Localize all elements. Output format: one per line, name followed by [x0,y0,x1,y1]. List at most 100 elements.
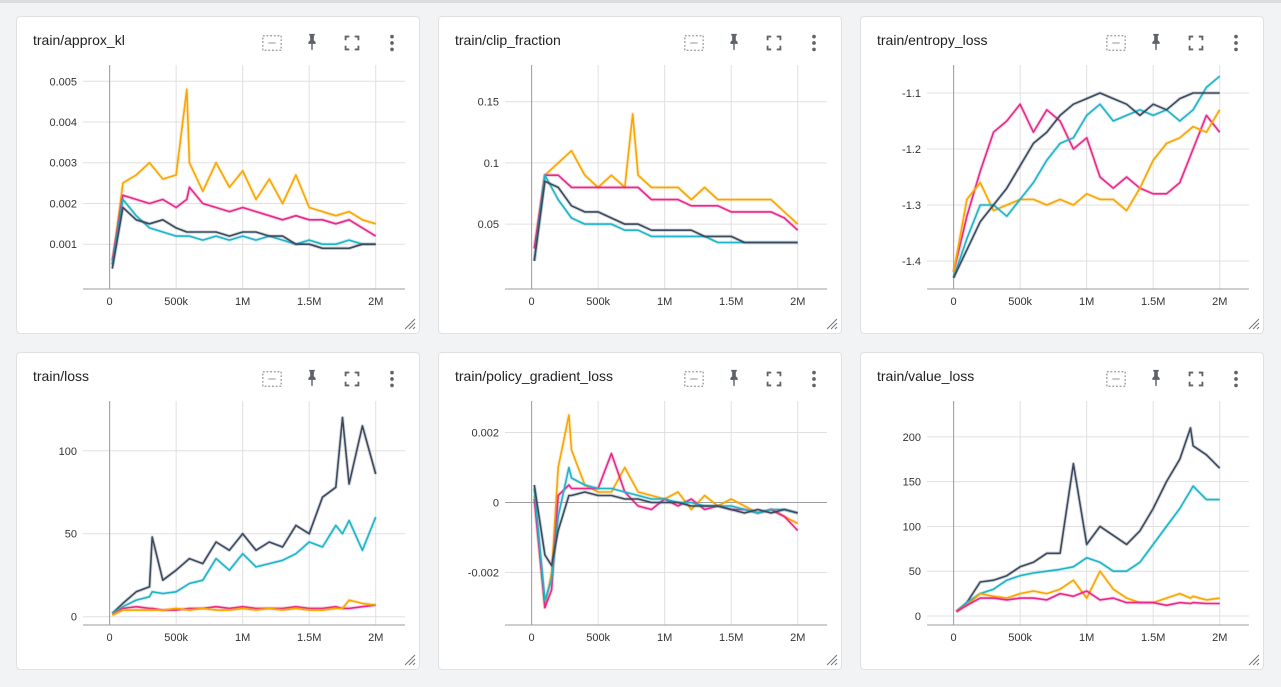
x-tick-label: 500k [1008,632,1032,644]
series-line-magenta[interactable] [111,186,377,261]
x-tick-label: 0 [529,632,535,644]
series-line-cyan[interactable] [111,516,377,615]
pin-button[interactable] [1141,367,1171,391]
fit-domain-button[interactable] [257,367,287,391]
series-raw-slate [955,426,1221,613]
series-line-slate[interactable] [111,206,376,269]
series-line-slate[interactable] [111,416,377,614]
series-line-slate[interactable] [533,484,798,567]
y-tick-label: -1.4 [902,256,921,268]
resize-handle-icon[interactable] [404,654,416,666]
chart-plot: 0 500k 1M 1.5M 2M 0.05 0.1 0.15 [478,65,838,330]
x-tick-label: 500k [586,296,610,308]
series-line-orange[interactable] [111,599,376,616]
x-tick-label: 1M [1079,296,1094,308]
more-vert-button[interactable] [377,31,407,55]
x-tick-label: 0 [951,632,957,644]
fit-domain-button[interactable] [679,31,709,55]
series-line-slate[interactable] [533,180,798,261]
series-line-orange[interactable] [111,88,376,265]
fit-domain-icon [262,34,282,52]
x-tick-label: 500k [1008,296,1032,308]
pin-icon [1152,369,1160,387]
chart-toolbar [257,367,407,391]
fullscreen-button[interactable] [337,367,367,391]
x-tick-label: 1.5M [719,296,743,308]
series-line-orange[interactable] [533,414,799,609]
series-raw-orange [532,112,799,249]
fullscreen-icon [1188,371,1204,387]
chart-card-entropy-loss: train/entropy_loss 0 500k 1M 1.5M 2M -1.4 -1.3 -… [860,16,1264,334]
y-tick-label: 0.002 [49,198,77,210]
series-line-magenta[interactable] [111,604,376,616]
fit-domain-button[interactable] [257,31,287,55]
resize-handle-icon[interactable] [1248,654,1260,666]
x-tick-label: 2M [1212,632,1227,644]
series-line-cyan[interactable] [955,485,1220,613]
pin-button[interactable] [1141,31,1171,55]
more-vert-button[interactable] [1221,367,1251,391]
fullscreen-button[interactable] [1181,367,1211,391]
y-tick-label: -1.1 [902,88,921,100]
more-vert-button[interactable] [1221,31,1251,55]
more-vert-icon [812,370,816,388]
x-tick-label: 1.5M [1141,296,1165,308]
series-line-slate[interactable] [952,92,1220,279]
fit-domain-icon [684,370,704,388]
series-line-magenta[interactable] [952,103,1221,273]
chart-toolbar [1101,31,1251,55]
series-line-orange[interactable] [955,570,1220,613]
more-vert-button[interactable] [377,367,407,391]
fullscreen-button[interactable] [759,367,789,391]
pin-button[interactable] [297,31,327,55]
series-line-orange[interactable] [533,113,799,249]
pin-icon [730,33,738,51]
x-tick-label: 500k [164,296,188,308]
pin-icon [1152,33,1160,51]
resize-handle-icon[interactable] [1248,318,1260,330]
series-raw-slate [532,179,798,262]
fullscreen-button[interactable] [759,31,789,55]
x-tick-label: 1.5M [1141,632,1165,644]
series-raw-orange [110,87,377,265]
pin-button[interactable] [297,367,327,391]
y-tick-label: -1.3 [902,200,921,212]
x-tick-label: 1.5M [719,632,743,644]
x-tick-label: 500k [586,632,610,644]
series-line-magenta[interactable] [533,452,799,609]
series-line-magenta[interactable] [533,174,799,249]
x-tick-label: 1M [657,296,672,308]
more-vert-button[interactable] [799,367,829,391]
y-tick-label: 0.1 [484,158,499,170]
chart-title: train/loss [33,368,90,384]
fullscreen-button[interactable] [1181,31,1211,55]
y-tick-label: 0 [493,498,499,510]
y-tick-label: 50 [65,529,77,541]
series-line-cyan[interactable] [533,466,798,602]
series-line-cyan[interactable] [952,75,1221,279]
pin-button[interactable] [719,31,749,55]
more-vert-button[interactable] [799,31,829,55]
series-raw-magenta [532,451,799,610]
resize-handle-icon[interactable] [826,654,838,666]
resize-handle-icon[interactable] [826,318,838,330]
fit-domain-button[interactable] [679,367,709,391]
fit-domain-icon [262,370,282,388]
series-line-cyan[interactable] [111,198,376,265]
chart-plot: 0 500k 1M 1.5M 2M -1.4 -1.3 -1.2 -1.1 [902,65,1260,330]
more-vert-icon [1234,34,1238,52]
y-tick-label: 0.005 [49,76,77,88]
resize-handle-icon[interactable] [404,318,416,330]
x-tick-label: 2M [368,296,383,308]
pin-icon [308,33,316,51]
fit-domain-button[interactable] [1101,31,1131,55]
y-tick-label: 0.15 [478,97,499,109]
y-tick-label: 0.004 [49,117,77,129]
more-vert-icon [390,34,394,52]
pin-button[interactable] [719,367,749,391]
series-line-magenta[interactable] [955,590,1220,613]
fullscreen-button[interactable] [337,31,367,55]
series-line-slate[interactable] [955,427,1221,613]
fit-domain-button[interactable] [1101,367,1131,391]
fullscreen-icon [344,371,360,387]
